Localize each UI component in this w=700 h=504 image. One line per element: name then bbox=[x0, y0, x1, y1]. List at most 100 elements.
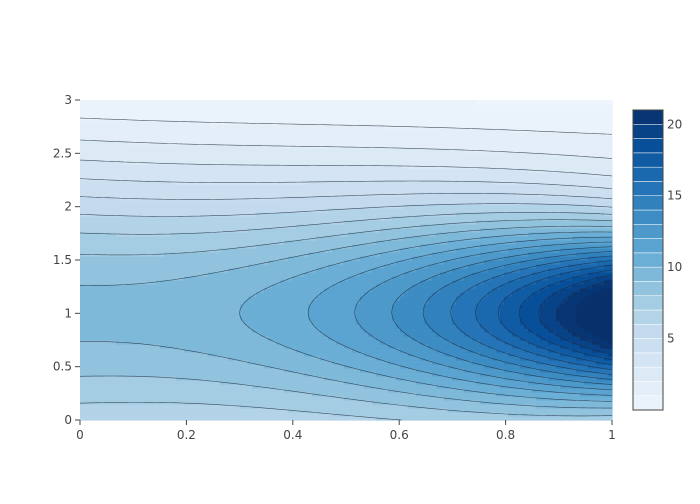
contour-fill-cell bbox=[140, 236, 145, 241]
contour-fill-cell bbox=[232, 344, 237, 349]
contour-fill-cell bbox=[220, 328, 225, 333]
contour-fill-cell bbox=[140, 108, 145, 113]
contour-fill-cell bbox=[212, 244, 217, 249]
contour-fill-cell bbox=[272, 112, 277, 117]
contour-fill-cell bbox=[268, 212, 273, 217]
contour-fill-cell bbox=[320, 396, 325, 401]
contour-fill-cell bbox=[220, 304, 225, 309]
contour-fill-cell bbox=[172, 268, 177, 273]
contour-fill-cell bbox=[276, 104, 281, 109]
contour-fill-cell bbox=[260, 348, 265, 353]
contour-fill-cell bbox=[108, 252, 113, 257]
contour-fill-cell bbox=[308, 412, 313, 417]
contour-fill-cell bbox=[92, 388, 97, 393]
contour-fill-cell bbox=[296, 308, 301, 313]
contour-fill-cell bbox=[260, 284, 265, 289]
contour-fill-cell bbox=[124, 280, 129, 285]
contour-fill-cell bbox=[96, 348, 101, 353]
contour-fill-cell bbox=[184, 360, 189, 365]
contour-fill-cell bbox=[100, 340, 105, 345]
contour-fill-cell bbox=[256, 260, 261, 265]
contour-fill-cell bbox=[284, 236, 289, 241]
contour-fill-cell bbox=[224, 316, 229, 321]
contour-fill-cell bbox=[148, 296, 153, 301]
contour-fill-cell bbox=[200, 176, 205, 181]
contour-fill-cell bbox=[312, 212, 317, 217]
contour-fill-cell bbox=[324, 256, 329, 261]
contour-fill-cell bbox=[248, 172, 253, 177]
contour-fill-cell bbox=[260, 380, 265, 385]
contour-fill-cell bbox=[240, 104, 245, 109]
contour-fill-cell bbox=[316, 120, 321, 125]
contour-fill-cell bbox=[308, 392, 313, 397]
contour-fill-cell bbox=[296, 416, 301, 421]
contour-fill-cell bbox=[100, 124, 105, 129]
contour-fill-cell bbox=[244, 312, 249, 317]
contour-fill-cell bbox=[328, 316, 333, 321]
contour-fill-cell bbox=[184, 128, 189, 133]
contour-fill-cell bbox=[116, 336, 121, 341]
contour-fill-cell bbox=[208, 108, 213, 113]
contour-fill-cell bbox=[248, 376, 253, 381]
contour-fill-cell bbox=[256, 184, 261, 189]
contour-fill-cell bbox=[88, 300, 93, 305]
contour-fill-cell bbox=[188, 312, 193, 317]
contour-fill-cell bbox=[304, 220, 309, 225]
contour-fill-cell bbox=[256, 380, 261, 385]
contour-fill-cell bbox=[164, 204, 169, 209]
contour-fill-cell bbox=[300, 204, 305, 209]
contour-fill-cell bbox=[112, 264, 117, 269]
contour-fill-cell bbox=[172, 112, 177, 117]
contour-fill-cell bbox=[164, 220, 169, 225]
contour-fill-cell bbox=[200, 276, 205, 281]
contour-fill-cell bbox=[288, 256, 293, 261]
contour-fill-cell bbox=[308, 124, 313, 129]
contour-fill-cell bbox=[80, 328, 85, 333]
contour-fill-cell bbox=[160, 184, 165, 189]
contour-fill-cell bbox=[292, 276, 297, 281]
contour-fill-cell bbox=[324, 220, 329, 225]
contour-fill-cell bbox=[280, 256, 285, 261]
contour-fill-cell bbox=[112, 160, 117, 165]
contour-fill-cell bbox=[320, 292, 325, 297]
contour-fill-cell bbox=[204, 224, 209, 229]
contour-fill-cell bbox=[104, 204, 109, 209]
contour-fill-cell bbox=[300, 348, 305, 353]
contour-fill-cell bbox=[240, 236, 245, 241]
contour-fill-cell bbox=[308, 160, 313, 165]
contour-fill-cell bbox=[308, 384, 313, 389]
contour-fill-cell bbox=[240, 192, 245, 197]
contour-fill-cell bbox=[264, 360, 269, 365]
contour-fill-cell bbox=[124, 404, 129, 409]
contour-fill-cell bbox=[140, 104, 145, 109]
contour-fill-cell bbox=[252, 376, 257, 381]
contour-fill-cell bbox=[236, 204, 241, 209]
contour-fill-cell bbox=[80, 244, 85, 249]
contour-fill-cell bbox=[132, 180, 137, 185]
contour-fill-cell bbox=[200, 104, 205, 109]
contour-fill-cell bbox=[316, 388, 321, 393]
contour-fill-cell bbox=[152, 248, 157, 253]
contour-fill-cell bbox=[100, 204, 105, 209]
contour-fill-cell bbox=[272, 132, 277, 137]
contour-fill-cell bbox=[156, 300, 161, 305]
contour-fill-cell bbox=[220, 408, 225, 413]
contour-fill-cell bbox=[200, 236, 205, 241]
contour-fill-cell bbox=[172, 264, 177, 269]
contour-fill-cell bbox=[248, 404, 253, 409]
contour-fill-cell bbox=[268, 260, 273, 265]
contour-fill-cell bbox=[136, 244, 141, 249]
contour-fill-cell bbox=[280, 296, 285, 301]
contour-fill-cell bbox=[288, 392, 293, 397]
contour-fill-cell bbox=[288, 184, 293, 189]
contour-fill-cell bbox=[224, 128, 229, 133]
contour-fill-cell bbox=[128, 164, 133, 169]
contour-fill-cell bbox=[228, 192, 233, 197]
contour-fill-cell bbox=[236, 184, 241, 189]
contour-fill-cell bbox=[208, 272, 213, 277]
contour-fill-cell bbox=[132, 332, 137, 337]
contour-fill-cell bbox=[312, 248, 317, 253]
contour-fill-cell bbox=[172, 376, 177, 381]
contour-fill-cell bbox=[220, 236, 225, 241]
